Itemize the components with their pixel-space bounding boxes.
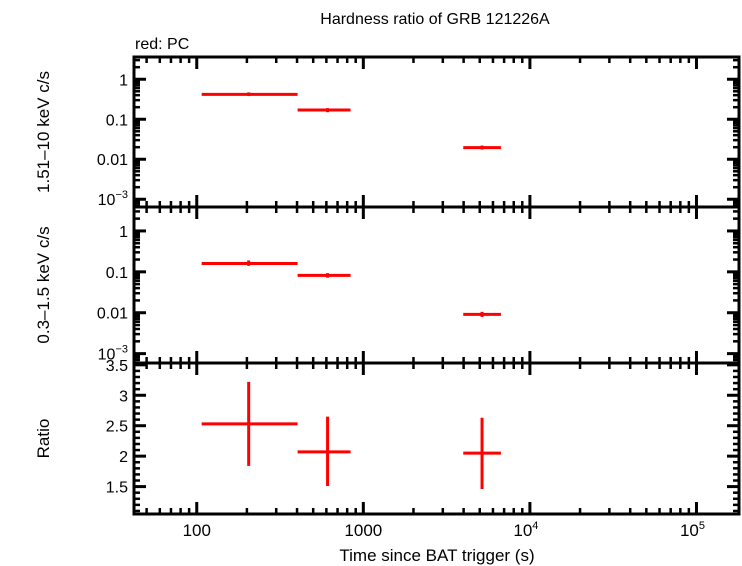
x-tick-label: 1000 (344, 521, 382, 540)
y-tick-label: 10−3 (98, 344, 128, 364)
x-axis-label: Time since BAT trigger (s) (339, 546, 534, 565)
data-point (201, 381, 298, 466)
panel-1: 1.51–10 keV c/s (34, 55, 741, 209)
panel-frame (132, 361, 741, 516)
data-point (463, 311, 501, 317)
panel-2: 0.3–1.5 keV c/s (34, 205, 741, 365)
y-tick-label-text: 0.1 (106, 112, 128, 129)
data-point (201, 92, 298, 97)
y-tick-label-text: 0.1 (106, 265, 128, 282)
y-tick-label: 0.01 (97, 152, 128, 169)
y-tick-label-text: 3 (119, 388, 128, 405)
y-tick-label: 0.01 (97, 306, 128, 323)
x-tick-label: 100 (183, 521, 211, 540)
y-tick-label-text: 1 (119, 224, 128, 241)
panel-3: Ratio (34, 361, 741, 516)
y-tick-label: 0.1 (106, 265, 128, 282)
data-point (463, 145, 501, 150)
y-tick-label-text: 2.5 (106, 419, 128, 436)
x-tick-label-text: 10 (513, 521, 532, 540)
x-tick-label: 105 (680, 520, 705, 540)
x-tick-label-exponent: 4 (532, 520, 538, 532)
y-tick-label: 0.1 (106, 112, 128, 129)
y-tick-label-text: 1 (119, 72, 128, 89)
y-axis-label: Ratio (34, 419, 53, 459)
panel-frame (132, 55, 741, 209)
y-tick-label: 2 (119, 449, 128, 466)
y-tick-label: 1 (119, 224, 128, 241)
x-tick-label-exponent: 5 (699, 520, 705, 532)
y-tick-label-exponent: −3 (115, 189, 128, 201)
y-tick-label-text: 3.5 (106, 358, 128, 375)
data-point (297, 273, 351, 278)
y-tick-label-text: 1.5 (106, 480, 128, 497)
y-tick-label: 3 (119, 388, 128, 405)
y-tick-label-exponent: −3 (115, 344, 128, 356)
x-tick-label-text: 100 (183, 521, 211, 540)
y-tick-label-text: 0.01 (97, 306, 128, 323)
y-tick-label: 1.5 (106, 480, 128, 497)
y-tick-label: 10−3 (98, 189, 128, 209)
x-tick-label: 104 (513, 520, 538, 540)
x-tick-label-text: 1000 (344, 521, 382, 540)
y-axis-label: 0.3–1.5 keV c/s (34, 226, 53, 343)
chart-title: Hardness ratio of GRB 121226A (320, 11, 550, 28)
data-point (297, 416, 351, 486)
y-tick-label-text: 2 (119, 449, 128, 466)
y-axis-label: 1.51–10 keV c/s (34, 71, 53, 193)
data-point (463, 417, 501, 490)
y-tick-label: 3.5 (106, 358, 128, 375)
x-tick-label-text: 10 (680, 521, 699, 540)
y-tick-label-text: 0.01 (97, 152, 128, 169)
data-point (297, 108, 351, 113)
panel-frame (132, 205, 741, 365)
data-point (201, 260, 298, 266)
y-tick-label: 1 (119, 72, 128, 89)
y-tick-label-text: 10 (98, 192, 116, 209)
y-tick-label-text: 10 (98, 347, 116, 364)
legend-note: red: PC (135, 36, 189, 53)
y-tick-label: 2.5 (106, 419, 128, 436)
